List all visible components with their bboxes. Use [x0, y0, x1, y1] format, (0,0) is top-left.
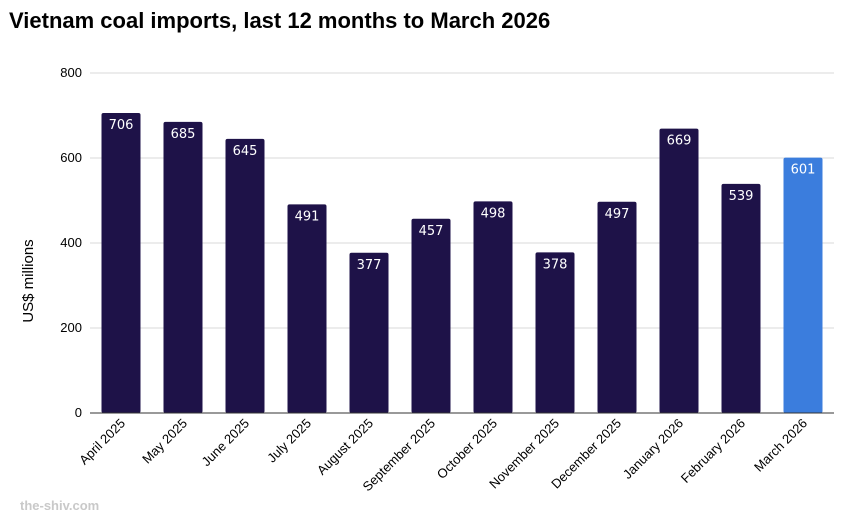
source-credit: the-shiv.com [20, 498, 100, 513]
data-labels: 706 685 645 491 377 457 498 378 497 669 539 601 [109, 118, 816, 273]
y-tick-label: 400 [60, 235, 82, 250]
y-tick-label: 200 [60, 320, 82, 335]
bar [287, 204, 327, 413]
data-label: 669 [667, 134, 692, 149]
data-label: 497 [605, 207, 630, 222]
x-tick-label: July 2025 [264, 416, 314, 466]
y-axis-label: US$ millions [20, 239, 37, 322]
x-tick-label: August 2025 [314, 416, 376, 478]
x-axis-ticks: April 2025 May 2025 June 2025 July 2025 Augu… [76, 416, 810, 495]
bars [101, 112, 823, 414]
bar [163, 121, 203, 413]
data-label: 685 [171, 127, 196, 142]
data-label: 539 [729, 189, 754, 204]
bar [721, 183, 761, 413]
gridlines [90, 72, 834, 329]
bar [225, 138, 265, 413]
x-tick-label: February 2026 [678, 416, 748, 486]
x-tick-label: May 2025 [139, 416, 190, 467]
chart-title: Vietnam coal imports, last 12 months to … [9, 8, 551, 33]
y-tick-label: 0 [75, 405, 82, 420]
data-label: 645 [233, 144, 258, 159]
data-label: 378 [543, 257, 568, 272]
data-label: 377 [357, 258, 382, 273]
bar [473, 201, 513, 413]
data-label: 601 [791, 163, 816, 178]
bar [411, 218, 451, 413]
data-label: 491 [295, 209, 320, 224]
bar [349, 252, 389, 413]
x-tick-label: January 2026 [620, 416, 686, 482]
bar [101, 112, 141, 413]
y-axis-ticks: 0 200 400 600 800 [60, 65, 82, 420]
x-tick-label: April 2025 [76, 416, 128, 468]
bar [597, 201, 637, 413]
y-tick-label: 800 [60, 65, 82, 80]
x-tick-label: March 2026 [751, 416, 810, 475]
bar [659, 128, 699, 414]
data-label: 498 [481, 206, 506, 221]
bar [535, 252, 575, 413]
y-tick-label: 600 [60, 150, 82, 165]
data-label: 706 [109, 118, 134, 133]
bar [783, 157, 823, 413]
data-label: 457 [419, 224, 444, 239]
x-tick-label: October 2025 [434, 416, 500, 482]
x-tick-label: June 2025 [199, 416, 253, 470]
